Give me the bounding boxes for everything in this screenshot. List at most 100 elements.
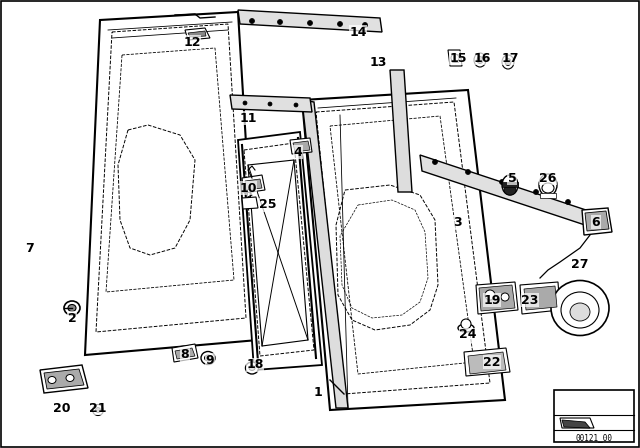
- Text: 5: 5: [508, 172, 516, 185]
- Text: 25: 25: [259, 198, 276, 211]
- Ellipse shape: [294, 103, 298, 107]
- Text: 27: 27: [572, 258, 589, 271]
- Ellipse shape: [461, 319, 471, 329]
- Polygon shape: [448, 50, 462, 66]
- Text: 24: 24: [460, 328, 477, 341]
- Ellipse shape: [551, 280, 609, 336]
- Polygon shape: [44, 369, 84, 389]
- Text: 2: 2: [68, 311, 76, 324]
- Ellipse shape: [249, 366, 255, 370]
- Text: 22: 22: [483, 356, 500, 369]
- Ellipse shape: [307, 21, 312, 26]
- Text: 11: 11: [239, 112, 257, 125]
- Text: 9: 9: [205, 353, 214, 366]
- Polygon shape: [188, 31, 206, 37]
- Text: 6: 6: [592, 215, 600, 228]
- Polygon shape: [40, 365, 88, 393]
- Ellipse shape: [362, 22, 367, 27]
- Ellipse shape: [465, 169, 470, 175]
- Polygon shape: [242, 197, 258, 209]
- Ellipse shape: [243, 101, 247, 105]
- Ellipse shape: [451, 54, 459, 62]
- Polygon shape: [302, 100, 348, 408]
- Polygon shape: [524, 286, 557, 310]
- Ellipse shape: [477, 56, 483, 64]
- Polygon shape: [293, 141, 310, 152]
- Text: 4: 4: [294, 146, 302, 159]
- Text: 13: 13: [369, 56, 387, 69]
- Polygon shape: [585, 211, 609, 231]
- Text: 18: 18: [246, 358, 264, 371]
- Ellipse shape: [505, 59, 511, 65]
- Ellipse shape: [534, 190, 538, 194]
- Polygon shape: [390, 70, 412, 192]
- Ellipse shape: [64, 301, 80, 315]
- Polygon shape: [238, 10, 382, 32]
- Polygon shape: [582, 208, 612, 235]
- Text: 8: 8: [180, 349, 189, 362]
- Ellipse shape: [485, 290, 495, 300]
- Polygon shape: [302, 90, 505, 410]
- Ellipse shape: [542, 183, 554, 193]
- Text: 17: 17: [501, 52, 519, 65]
- Text: 1: 1: [314, 385, 323, 399]
- Polygon shape: [464, 348, 510, 376]
- Polygon shape: [230, 95, 312, 112]
- Ellipse shape: [93, 405, 104, 415]
- Ellipse shape: [502, 175, 518, 195]
- Ellipse shape: [246, 362, 259, 374]
- Ellipse shape: [66, 375, 74, 382]
- Polygon shape: [185, 28, 210, 40]
- Text: 20: 20: [53, 401, 71, 414]
- Text: 21: 21: [89, 401, 107, 414]
- Text: 7: 7: [26, 241, 35, 254]
- Polygon shape: [476, 282, 518, 314]
- Polygon shape: [560, 418, 594, 428]
- Text: 23: 23: [522, 293, 539, 306]
- Polygon shape: [520, 282, 560, 314]
- Ellipse shape: [278, 20, 282, 25]
- Ellipse shape: [502, 55, 514, 69]
- Text: 14: 14: [349, 26, 367, 39]
- Polygon shape: [242, 175, 265, 193]
- Text: 26: 26: [540, 172, 557, 185]
- Polygon shape: [479, 285, 515, 311]
- Ellipse shape: [566, 199, 570, 204]
- Ellipse shape: [570, 303, 590, 321]
- Polygon shape: [85, 12, 258, 355]
- Bar: [540, 193, 556, 198]
- Ellipse shape: [458, 324, 474, 332]
- Polygon shape: [562, 420, 590, 428]
- Polygon shape: [238, 132, 322, 370]
- Ellipse shape: [250, 18, 255, 23]
- Polygon shape: [172, 344, 198, 362]
- Ellipse shape: [201, 352, 215, 365]
- Text: 3: 3: [454, 215, 462, 228]
- Ellipse shape: [504, 185, 516, 195]
- Ellipse shape: [433, 159, 438, 164]
- Text: 12: 12: [183, 35, 201, 48]
- Bar: [502, 182, 518, 187]
- Ellipse shape: [501, 293, 509, 301]
- Ellipse shape: [268, 102, 272, 106]
- Ellipse shape: [95, 408, 100, 413]
- Text: 15: 15: [449, 52, 467, 65]
- Ellipse shape: [499, 180, 504, 185]
- Text: 10: 10: [239, 181, 257, 194]
- Ellipse shape: [48, 376, 56, 383]
- Bar: [554, 390, 634, 442]
- Polygon shape: [245, 179, 262, 190]
- Ellipse shape: [68, 305, 76, 311]
- Polygon shape: [175, 348, 195, 359]
- Polygon shape: [420, 155, 594, 228]
- Polygon shape: [290, 138, 312, 154]
- Ellipse shape: [205, 355, 211, 361]
- Ellipse shape: [474, 53, 486, 67]
- Ellipse shape: [561, 292, 599, 328]
- Text: 19: 19: [483, 293, 500, 306]
- Ellipse shape: [539, 174, 557, 196]
- Text: 00121_00: 00121_00: [575, 434, 612, 443]
- Ellipse shape: [337, 22, 342, 26]
- Polygon shape: [468, 352, 506, 374]
- Text: 16: 16: [474, 52, 491, 65]
